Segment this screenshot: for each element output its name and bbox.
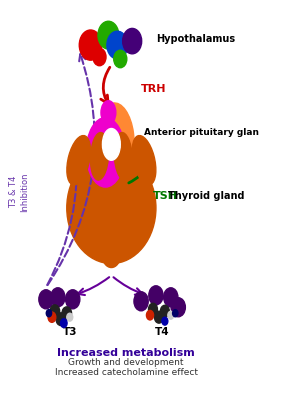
Circle shape (160, 305, 169, 317)
Circle shape (61, 319, 67, 328)
Circle shape (93, 48, 106, 66)
Text: Increased catecholamine effect: Increased catecholamine effect (55, 368, 198, 377)
Text: Thyroid gland: Thyroid gland (168, 191, 244, 201)
Circle shape (79, 30, 102, 60)
Circle shape (164, 288, 178, 307)
Circle shape (39, 290, 53, 309)
Circle shape (149, 286, 163, 305)
Circle shape (172, 310, 178, 317)
Circle shape (168, 311, 174, 319)
Circle shape (66, 290, 80, 309)
Text: TRH: TRH (141, 84, 167, 94)
Circle shape (162, 317, 168, 325)
Circle shape (56, 313, 66, 326)
Circle shape (148, 303, 158, 315)
Circle shape (98, 21, 119, 49)
Text: T3: T3 (62, 327, 77, 337)
Ellipse shape (67, 136, 91, 185)
Circle shape (50, 305, 60, 318)
Circle shape (51, 288, 65, 307)
Ellipse shape (86, 118, 125, 187)
Ellipse shape (132, 136, 156, 185)
Circle shape (62, 307, 71, 320)
Ellipse shape (102, 244, 120, 268)
Text: TSH: TSH (153, 191, 178, 201)
Circle shape (114, 50, 127, 68)
Ellipse shape (67, 152, 156, 264)
Circle shape (171, 298, 185, 317)
Text: Anterior pituitary glan: Anterior pituitary glan (144, 128, 259, 137)
Text: Hypothalamus: Hypothalamus (156, 34, 235, 44)
Circle shape (67, 313, 73, 321)
Ellipse shape (101, 101, 116, 124)
Text: T4: T4 (154, 327, 169, 337)
Ellipse shape (114, 132, 132, 180)
Circle shape (154, 311, 164, 323)
Circle shape (123, 28, 142, 54)
Text: Growth and development: Growth and development (68, 358, 184, 367)
Text: T3 & T4
Inhibition: T3 & T4 Inhibition (10, 172, 29, 212)
Circle shape (107, 31, 128, 59)
Circle shape (46, 310, 52, 317)
Circle shape (146, 310, 154, 320)
Ellipse shape (91, 132, 109, 180)
Ellipse shape (100, 103, 134, 170)
Circle shape (48, 312, 56, 322)
Ellipse shape (102, 128, 120, 160)
Text: Increased metabolism: Increased metabolism (57, 348, 195, 358)
Circle shape (134, 292, 148, 311)
